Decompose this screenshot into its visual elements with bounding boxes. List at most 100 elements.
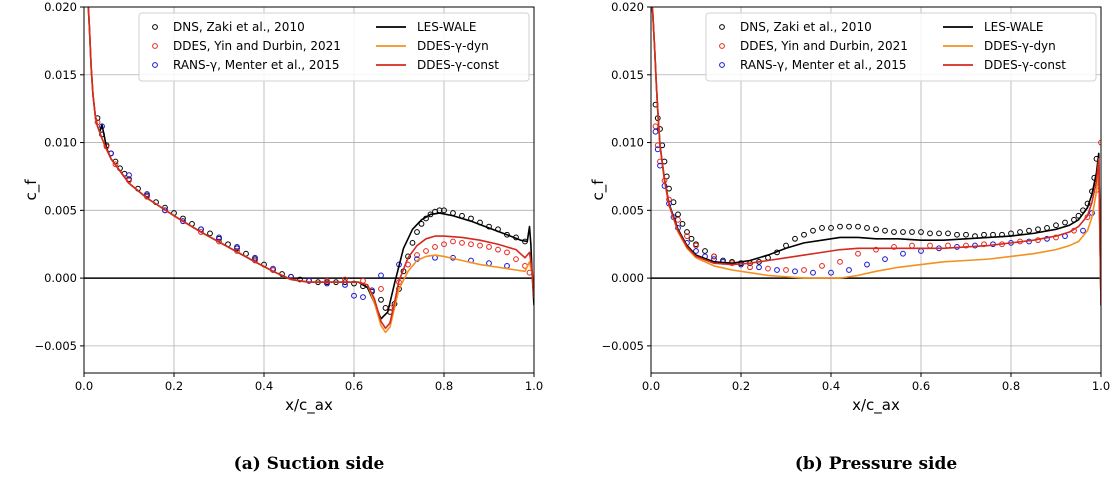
marker-point: [409, 239, 416, 246]
marker-point: [207, 230, 213, 237]
marker-point: [837, 223, 843, 230]
legend-marker: [719, 24, 725, 30]
marker-point: [378, 272, 384, 279]
panel-suction-side: 0.0 0.2 0.4 0.6 0.8 1.0 −0.005 0.000 0.005 0.010 0…: [22, 0, 543, 474]
marker-point: [783, 267, 789, 273]
series-markers-rans-menter-et-al-2015: [99, 123, 510, 300]
series-markers-dns-zaki-et-al-2010: [94, 115, 528, 315]
y-tick-label: 0.020: [611, 0, 644, 14]
x-tick-label: 1.0: [525, 379, 543, 393]
y-tick-label: −0.005: [34, 339, 77, 353]
marker-point: [918, 229, 924, 235]
legend-label: RANS-γ, Menter et al., 2015: [173, 58, 339, 72]
y-tick-label: 0.005: [611, 203, 644, 217]
y-axis-label: c_f: [22, 179, 41, 201]
marker-point: [297, 276, 303, 283]
x-tick-label: 0.8: [1002, 379, 1020, 393]
marker-point: [873, 246, 879, 253]
marker-point: [882, 227, 888, 234]
marker-point: [351, 292, 357, 299]
marker-point: [810, 227, 816, 234]
marker-point: [792, 235, 798, 242]
marker-point: [693, 242, 699, 249]
y-tick-label: 0.000: [611, 271, 644, 285]
marker-point: [837, 258, 843, 265]
legend-marker: [152, 43, 158, 49]
marker-point: [828, 225, 834, 231]
marker-point: [927, 230, 933, 237]
series-markers-ddes-yin-and-durbin-2021: [652, 123, 1101, 273]
x-tick-label: 0.6: [345, 379, 363, 393]
marker-point: [882, 256, 888, 263]
marker-point: [1035, 226, 1041, 233]
x-tick-label: 0.2: [732, 379, 750, 393]
marker-point: [414, 252, 420, 258]
marker-point: [216, 234, 222, 241]
y-tick-label: 0.010: [44, 136, 77, 150]
marker-point: [855, 223, 861, 230]
marker-point: [1080, 227, 1086, 234]
marker-point: [378, 296, 384, 303]
axes-frame: [650, 6, 1102, 374]
marker-point: [900, 229, 906, 235]
marker-point: [162, 207, 168, 214]
marker-point: [180, 218, 186, 225]
marker-point: [679, 220, 686, 227]
marker-point: [432, 244, 438, 250]
marker-point: [306, 277, 312, 284]
legend-label: RANS-γ, Menter et al., 2015: [740, 58, 906, 72]
legend-label: DNS, Zaki et al., 2010: [173, 20, 305, 34]
marker-point: [112, 161, 119, 168]
marker-point: [657, 126, 663, 132]
marker-point: [684, 229, 690, 235]
marker-point: [945, 230, 951, 237]
x-tick-label: 0.6: [912, 379, 930, 393]
marker-point: [864, 225, 870, 231]
marker-point: [711, 253, 717, 260]
marker-point: [1044, 225, 1050, 231]
legend-label: DDES-γ-dyn: [984, 39, 1056, 53]
legend-box: [705, 12, 1097, 82]
legend-marker: [719, 62, 725, 68]
marker-point: [927, 242, 933, 249]
x-tick-label: 0.8: [435, 379, 453, 393]
marker-point: [864, 261, 870, 268]
x-axis-label: x/c_ax: [285, 396, 333, 415]
marker-point: [486, 244, 492, 250]
marker-point: [252, 254, 258, 261]
marker-point: [756, 264, 762, 271]
marker-point: [495, 246, 501, 253]
marker-point: [747, 264, 753, 271]
axes-frame: [83, 6, 535, 374]
marker-point: [652, 123, 659, 130]
marker-point: [792, 268, 798, 275]
marker-point: [954, 231, 960, 238]
legend-label: DDES-γ-dyn: [417, 39, 489, 53]
marker-point: [513, 256, 519, 263]
y-tick-label: 0.005: [44, 203, 77, 217]
marker-point: [765, 265, 771, 272]
marker-point: [909, 242, 915, 249]
marker-point: [688, 235, 695, 242]
marker-point: [963, 231, 969, 238]
marker-point: [693, 248, 699, 254]
panel-pressure-side: 0.0 0.2 0.4 0.6 0.8 1.0 −0.005 0.000 0.005 0.010 0…: [589, 0, 1110, 474]
legend-label: LES-WALE: [984, 20, 1043, 34]
x-tick-label: 0.4: [822, 379, 840, 393]
marker-point: [675, 216, 681, 223]
marker-point: [652, 128, 659, 135]
y-tick-label: 0.010: [611, 136, 644, 150]
marker-point: [846, 267, 852, 273]
marker-point: [801, 267, 807, 273]
series-line-ddes-const: [87, 7, 534, 330]
marker-point: [477, 242, 483, 249]
marker-point: [1062, 219, 1068, 226]
marker-point: [891, 244, 897, 250]
marker-point: [963, 242, 969, 249]
plot-area: [651, 7, 1101, 306]
legend-box: [138, 12, 530, 82]
marker-point: [801, 231, 807, 238]
marker-point: [900, 250, 906, 257]
x-tick-label: 0.2: [165, 379, 183, 393]
marker-point: [144, 191, 150, 197]
